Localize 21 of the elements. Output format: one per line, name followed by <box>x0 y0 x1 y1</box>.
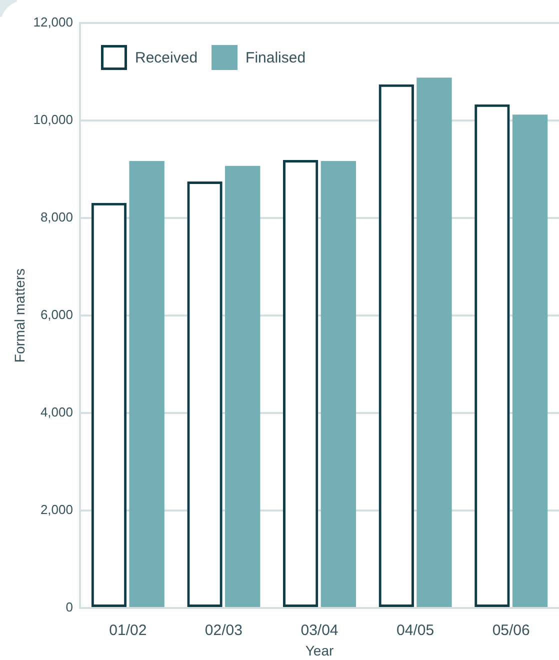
x-tick-label: 02/03 <box>204 622 242 640</box>
bar <box>416 78 452 607</box>
bar <box>225 166 260 607</box>
x-axis-title: Year <box>305 642 334 658</box>
x-tick-label: 04/05 <box>396 622 434 640</box>
x-tick-label: 01/02 <box>109 622 147 640</box>
x-tick-label: 05/06 <box>492 622 530 640</box>
y-axis-title: Formal matters <box>11 268 28 363</box>
y-tick-label: 10,000 <box>33 112 73 128</box>
y-tick-label: 2,000 <box>40 502 73 518</box>
legend-label: Finalised <box>246 50 306 67</box>
legend-label: Received <box>135 50 198 67</box>
y-tick-label: 4,000 <box>40 404 73 420</box>
y-tick-label: 8,000 <box>40 210 73 225</box>
y-tick-label: 6,000 <box>40 307 73 322</box>
y-tick-label: 0 <box>66 600 73 615</box>
y-tick-label: 12,000 <box>33 14 73 30</box>
bar <box>512 114 548 607</box>
bar <box>129 160 164 607</box>
x-tick-label: 03/04 <box>300 622 338 640</box>
bar <box>320 160 356 607</box>
